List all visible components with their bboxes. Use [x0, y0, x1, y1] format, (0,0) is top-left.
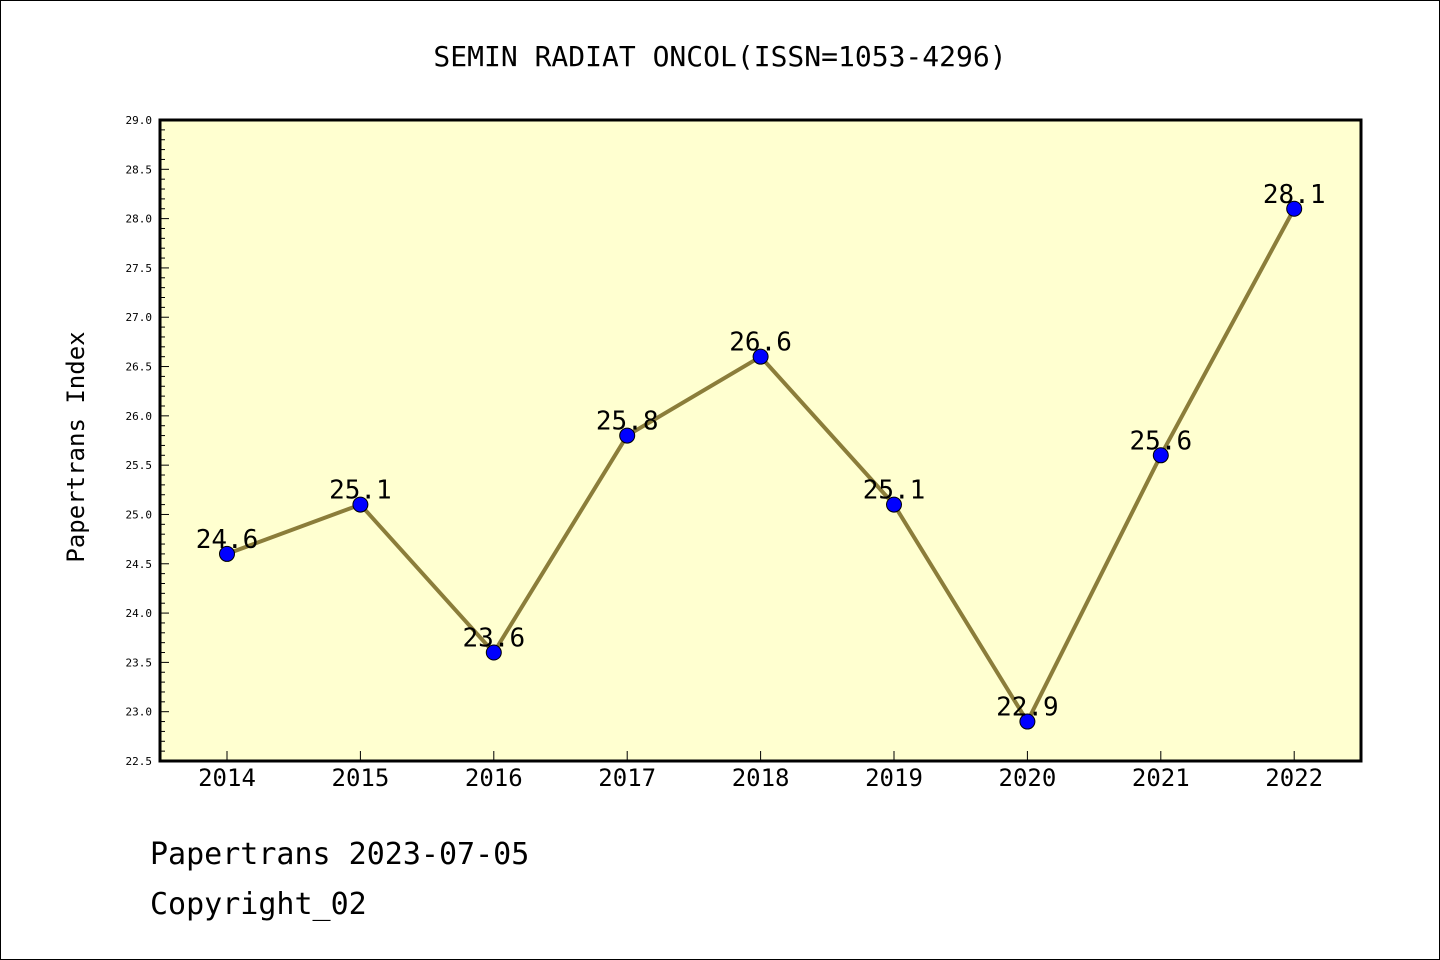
- x-tick-label: 2018: [732, 764, 790, 792]
- y-tick-label: 28.0: [126, 213, 153, 226]
- y-tick-label: 25.0: [126, 508, 153, 521]
- y-tick-label: 25.5: [126, 459, 153, 472]
- data-label: 28.1: [1263, 180, 1326, 210]
- plot-border: [158, 118, 1363, 763]
- y-tick-label: 28.5: [126, 163, 153, 176]
- y-tick-label: 27.0: [126, 311, 153, 324]
- data-label: 25.1: [329, 476, 392, 506]
- y-tick-label: 26.5: [126, 361, 153, 374]
- data-label: 26.6: [729, 328, 792, 358]
- y-tick-label: 29.0: [126, 114, 153, 127]
- data-label: 24.6: [196, 525, 259, 555]
- data-label: 25.1: [863, 476, 926, 506]
- data-point: [1019, 713, 1036, 730]
- y-axis-label: Papertrans Index: [62, 331, 90, 562]
- y-tick-label: 23.5: [126, 656, 153, 669]
- data-point: [886, 496, 902, 513]
- data-label: 22.9: [996, 693, 1059, 723]
- data-label: 23.6: [462, 624, 525, 654]
- x-tick-label: 2022: [1265, 764, 1323, 792]
- x-tick-label: 2014: [198, 764, 256, 792]
- y-tick-label: 23.0: [126, 706, 153, 719]
- data-label: 25.8: [596, 407, 659, 437]
- x-tick-label: 2020: [999, 764, 1057, 792]
- plot-area: [160, 120, 1361, 761]
- y-tick-label: 22.5: [126, 755, 153, 768]
- data-point: [1286, 200, 1303, 217]
- data-labels: 24.6 25.1 23.6 25.8 26.6 25.1 22.9 25.6 28.1: [196, 180, 1326, 723]
- y-tick-label: 24.0: [126, 607, 153, 620]
- x-tick-label: 2019: [865, 764, 923, 792]
- chart-title: SEMIN RADIAT ONCOL(ISSN=1053-4296): [433, 40, 1006, 73]
- x-tick-label: 2016: [465, 764, 523, 792]
- x-axis-ticks: 2014 2015 2016 2017 2018 2019 2020 2021 2022: [198, 751, 1323, 792]
- data-label: 25.6: [1129, 426, 1192, 456]
- data-point: [219, 545, 235, 562]
- x-tick-label: 2017: [598, 764, 656, 792]
- data-point: [485, 644, 502, 661]
- x-tick-label: 2021: [1132, 764, 1190, 792]
- y-tick-label: 24.5: [126, 558, 153, 571]
- data-point: [619, 427, 636, 444]
- x-tick-label: 2015: [332, 764, 390, 792]
- data-point: [1152, 447, 1169, 464]
- data-point: [352, 496, 369, 513]
- y-tick-label: 26.0: [126, 410, 153, 423]
- y-tick-label: 27.5: [126, 262, 153, 275]
- data-points: [219, 200, 1303, 730]
- footer-source: Papertrans 2023-07-05: [150, 837, 529, 872]
- data-point: [752, 348, 769, 365]
- footer-copyright: Copyright_02: [150, 887, 367, 922]
